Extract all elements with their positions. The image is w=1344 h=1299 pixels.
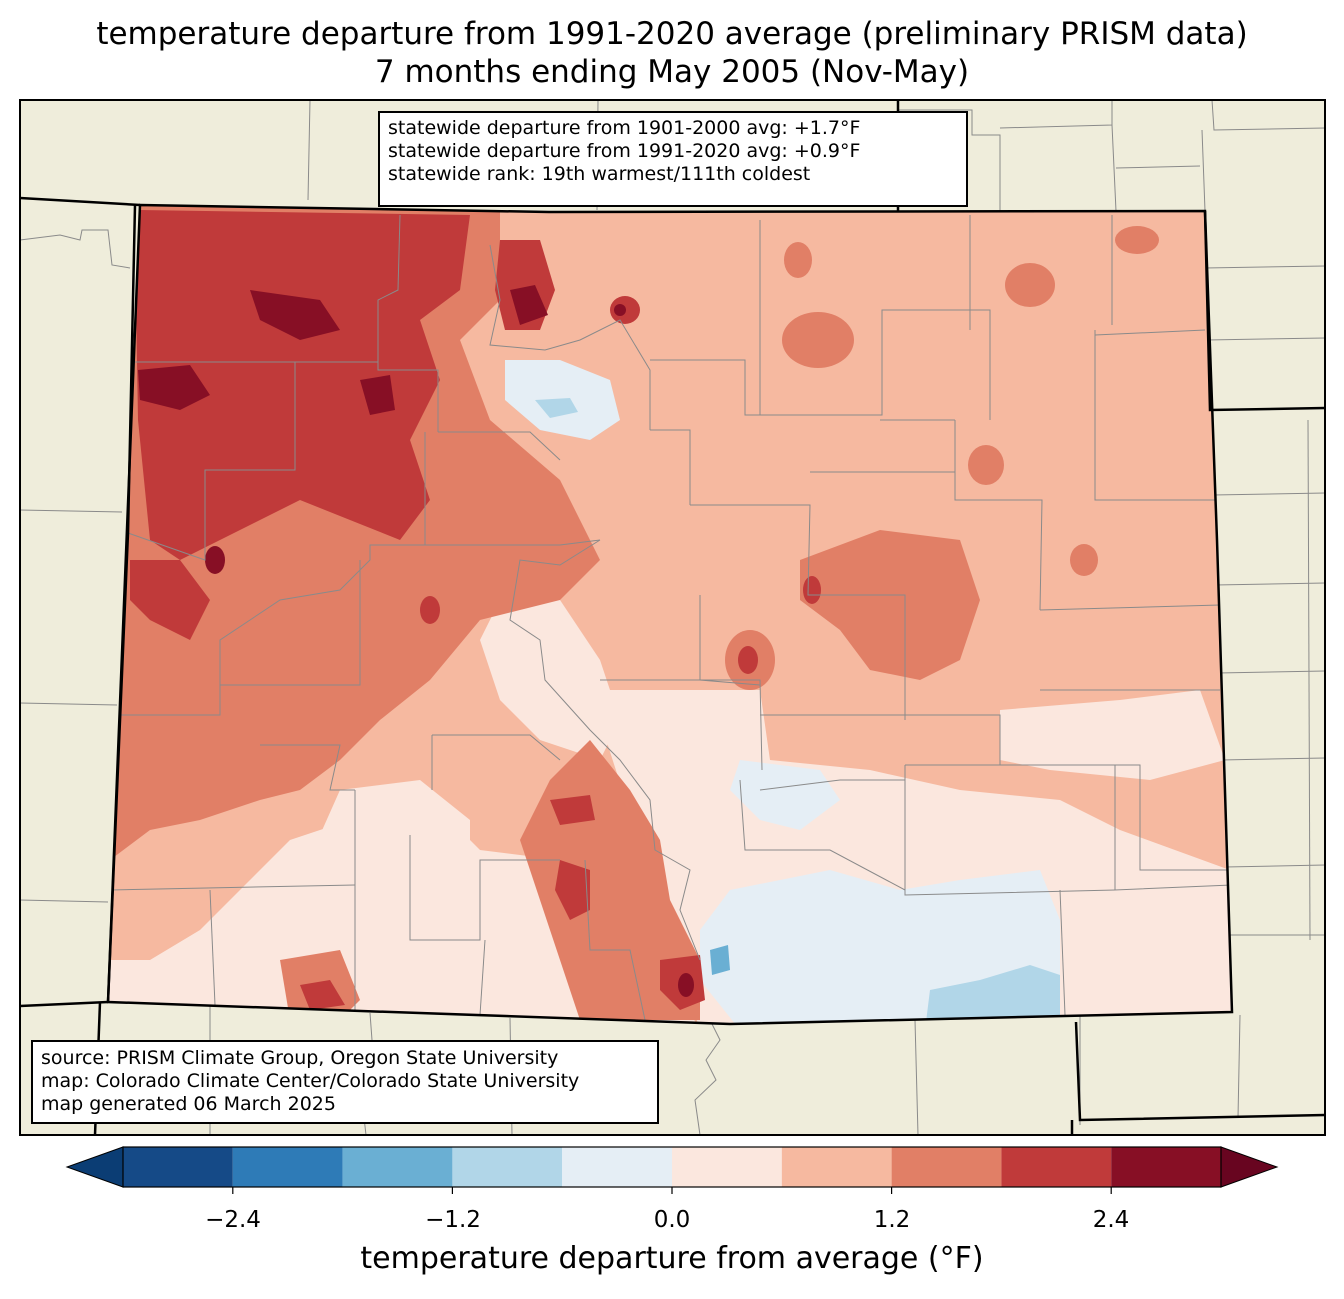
- field-hot-northwest: [136, 210, 470, 560]
- field-hot-sw: [300, 980, 345, 1010]
- colorbar-label: temperature departure from average (°F): [360, 1241, 984, 1276]
- map-title-line-1: temperature departure from 1991-2020 ave…: [96, 16, 1248, 52]
- colorado-border: [106, 203, 1234, 1026]
- field-hot-sc2: [550, 795, 595, 825]
- statewide-stats-box: statewide departure from 1901-2000 avg: …: [378, 111, 968, 207]
- generated-date-line: map generated 06 March 2025: [41, 1093, 336, 1115]
- field-max-nw3: [360, 375, 395, 415]
- field-warm-spot-ne: [1005, 263, 1055, 307]
- field-warm-spot-ec: [968, 445, 1004, 485]
- field-max-nw2: [250, 290, 340, 340]
- colorbar-segment: [781, 1147, 892, 1187]
- colorbar-segment: [342, 1147, 453, 1187]
- field-warm-east: [800, 530, 980, 680]
- field-hot-spot-pueblo: [738, 646, 758, 674]
- colorbar-segment: [1001, 1147, 1112, 1187]
- stats-departure-1901-2000: statewide departure from 1901-2000 avg: …: [388, 117, 861, 139]
- map-frame: [19, 99, 1326, 1136]
- field-warm-spot-nc: [782, 312, 854, 368]
- colorbar-under-arrow: [65, 1146, 124, 1188]
- field-hot-sc: [555, 860, 590, 920]
- colorbar-segment: [232, 1147, 343, 1187]
- field-hot-spot-e: [803, 576, 821, 604]
- map-title-line-2: 7 months ending May 2005 (Nov-May): [374, 54, 970, 90]
- colorbar-tick-label: 0.0: [653, 1207, 691, 1233]
- field-max-nw: [138, 365, 210, 410]
- colorbar: [65, 1146, 1279, 1194]
- field-max-spot-s: [678, 973, 694, 997]
- field-warm-spot-ne2: [1115, 226, 1159, 254]
- colorbar-tick-label: −2.4: [205, 1207, 261, 1233]
- colorbar-segment: [123, 1147, 233, 1187]
- stats-rank: statewide rank: 19th warmest/111th colde…: [388, 163, 811, 185]
- field-moderate-negative-sc: [710, 945, 730, 975]
- field-hot-west: [130, 560, 210, 640]
- field-max-n: [510, 285, 548, 325]
- county-lines: [109, 214, 1231, 1021]
- colorbar-segment: [891, 1147, 1002, 1187]
- field-near-zero-east: [1000, 690, 1225, 780]
- colorbar-tick-label: 1.2: [873, 1207, 911, 1233]
- colorbar-segment: [1111, 1147, 1221, 1187]
- field-slight-negative-sc: [730, 760, 840, 830]
- colorbar-segment: [672, 1147, 782, 1187]
- colorbar-over-arrow: [1220, 1146, 1279, 1188]
- colorbar-segment: [562, 1147, 672, 1187]
- field-warm-spot-e: [1070, 544, 1098, 576]
- map-credit-line: map: Colorado Climate Center/Colorado St…: [41, 1070, 580, 1092]
- field-near-zero-south-2: [300, 780, 470, 1010]
- field-moderate-negative-n: [535, 398, 578, 418]
- field-hot-spot-w: [420, 596, 440, 624]
- temperature-field: [108, 205, 1232, 1024]
- source-line: source: PRISM Climate Group, Oregon Stat…: [41, 1047, 559, 1069]
- stats-departure-1991-2020: statewide departure from 1991-2020 avg: …: [388, 140, 861, 162]
- colorbar-tick-label: −1.2: [425, 1207, 481, 1233]
- field-max-spot-w: [205, 546, 225, 574]
- source-box: source: PRISM Climate Group, Oregon Stat…: [31, 1040, 659, 1124]
- field-max-spot-nc: [614, 304, 626, 316]
- field-moderate-negative-se: [925, 965, 1060, 1024]
- colorbar-segment: [452, 1147, 563, 1187]
- field-warm-spot-nc2: [784, 242, 812, 278]
- colorbar-tick-label: 2.4: [1092, 1207, 1130, 1233]
